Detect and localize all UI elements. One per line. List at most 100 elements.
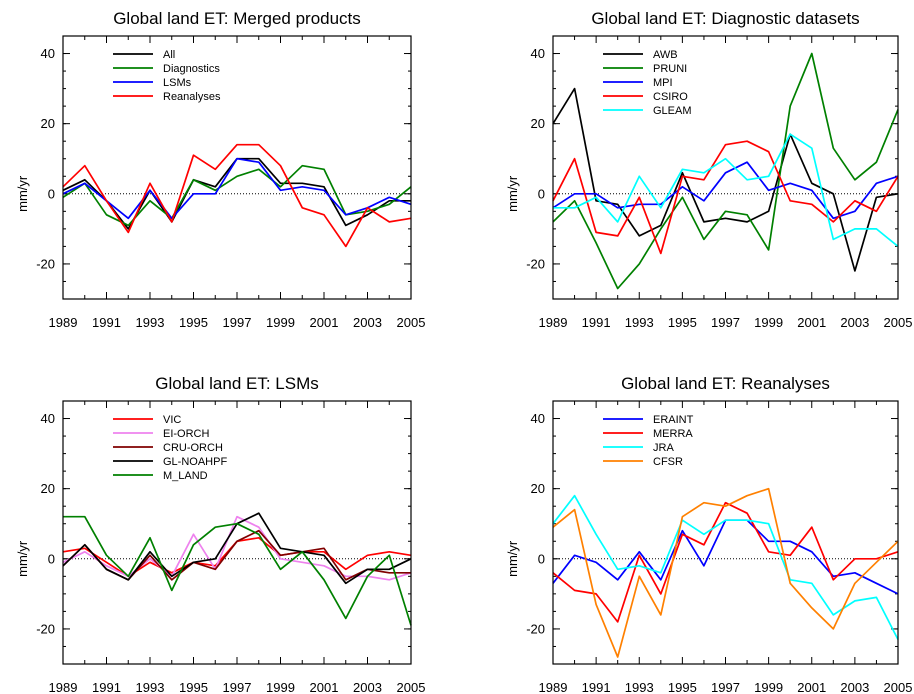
x-tick-label: 1991 — [582, 680, 611, 694]
x-tick-label: 1999 — [754, 680, 783, 694]
x-tick-label: 1999 — [754, 315, 783, 330]
plot-frame — [62, 400, 412, 665]
x-tick-label: 1999 — [266, 315, 295, 330]
legend-label: ERAINT — [653, 414, 694, 426]
y-tick-label: 40 — [41, 46, 55, 61]
legend-label: VIC — [163, 414, 181, 426]
y-tick-label: 40 — [531, 46, 545, 61]
y-tick-label: -20 — [526, 621, 545, 636]
x-tick-label: 1995 — [668, 680, 697, 694]
legend-label: Reanalyses — [163, 91, 221, 103]
y-axis-label: mm/yr — [505, 540, 520, 577]
x-tick-label: 1997 — [223, 315, 252, 330]
legend-label: M_LAND — [163, 470, 208, 482]
plot-frame — [552, 35, 899, 300]
chart-panel-4: Global land ET: Reanalyses mm/yr 40 20 0 -20 1… — [505, 374, 912, 694]
legend-label: MPI — [653, 77, 673, 89]
y-axis-label: mm/yr — [15, 540, 30, 577]
y-tick-label: 0 — [48, 186, 55, 201]
x-tick-label: 2003 — [353, 315, 382, 330]
x-tick-label: 1995 — [179, 315, 208, 330]
legend: All Diagnostics LSMs Reanalyses — [113, 49, 221, 103]
y-tick-label: 20 — [41, 116, 55, 131]
x-tick-label: 1995 — [179, 680, 208, 694]
chart-title: Global land ET: LSMs — [155, 374, 318, 393]
series-line-m-land — [63, 515, 412, 626]
series-line-pruni — [552, 52, 899, 290]
x-tick-label: 2005 — [884, 680, 913, 694]
x-tick-label: 1993 — [625, 315, 654, 330]
x-tick-label: 2001 — [797, 315, 826, 330]
y-tick-label: 40 — [41, 411, 55, 426]
x-tick-label: 1997 — [711, 680, 740, 694]
legend-label: CFSR — [653, 456, 683, 468]
legend-label: MERRA — [653, 428, 693, 440]
legend-label: CRU-ORCH — [163, 442, 223, 454]
y-tick-label: 40 — [531, 411, 545, 426]
legend-label: Diagnostics — [163, 63, 220, 75]
plot-frame — [552, 400, 899, 665]
x-tick-label: 1999 — [266, 680, 295, 694]
x-tick-label: 1993 — [136, 680, 165, 694]
series-line-merra — [552, 501, 899, 623]
x-tick-label: 1991 — [92, 315, 121, 330]
legend: AWB PRUNI MPI CSIRO GLEAM — [603, 49, 692, 117]
y-axis-label: mm/yr — [505, 175, 520, 212]
x-tick-label: 2001 — [797, 680, 826, 694]
x-tick-label: 2005 — [884, 315, 913, 330]
series-line-awb — [552, 87, 899, 272]
y-tick-label: 0 — [538, 551, 545, 566]
x-tick-label: 2001 — [310, 680, 339, 694]
series-line-gleam — [553, 133, 899, 248]
y-tick-label: 20 — [41, 481, 55, 496]
x-tick-label: 2003 — [840, 315, 869, 330]
x-tick-label: 2005 — [397, 680, 426, 694]
chart-panel-3: Global land ET: LSMs mm/yr 40 20 0 -20 1989 199… — [15, 374, 425, 694]
y-tick-label: 20 — [531, 116, 545, 131]
legend-label: AWB — [653, 49, 678, 61]
legend-label: CSIRO — [653, 91, 688, 103]
series-line-reanalyses — [62, 143, 412, 248]
series-line-diagnostics — [62, 164, 412, 227]
legend-label: EI-ORCH — [163, 428, 210, 440]
series-line-lsms — [62, 157, 412, 220]
chart-title: Global land ET: Diagnostic datasets — [591, 9, 859, 28]
y-tick-label: 20 — [531, 481, 545, 496]
legend: VIC EI-ORCH CRU-ORCH GL-NOAHPF M_LAND — [113, 414, 227, 482]
x-tick-label: 1997 — [223, 680, 252, 694]
x-tick-label: 2001 — [310, 315, 339, 330]
x-tick-label: 2003 — [353, 680, 382, 694]
x-tick-label: 1991 — [92, 680, 121, 694]
y-tick-label: -20 — [36, 256, 55, 271]
x-tick-label: 1995 — [668, 315, 697, 330]
series-line-cfsr — [552, 487, 899, 658]
x-tick-label: 1989 — [539, 315, 568, 330]
y-tick-label: -20 — [36, 621, 55, 636]
x-tick-label: 1989 — [49, 680, 78, 694]
plot-frame — [62, 35, 412, 300]
legend-label: JRA — [653, 442, 674, 454]
legend-label: LSMs — [163, 77, 192, 89]
x-tick-label: 1993 — [625, 680, 654, 694]
y-tick-label: 0 — [48, 551, 55, 566]
x-tick-label: 1989 — [49, 315, 78, 330]
y-tick-label: -20 — [526, 256, 545, 271]
series-line-cru-orch — [62, 529, 411, 581]
x-tick-label: 1993 — [136, 315, 165, 330]
series-line-eraint — [552, 519, 899, 595]
x-tick-label: 1991 — [582, 315, 611, 330]
x-tick-label: 1997 — [711, 315, 740, 330]
legend-label: GL-NOAHPF — [163, 456, 227, 468]
series-line-jra — [552, 494, 899, 640]
x-tick-label: 1989 — [539, 680, 568, 694]
legend-label: GLEAM — [653, 105, 692, 117]
legend-label: PRUNI — [653, 63, 687, 75]
series-line-csiro — [552, 140, 899, 255]
x-tick-label: 2003 — [840, 680, 869, 694]
y-axis-label: mm/yr — [15, 175, 30, 212]
chart-title: Global land ET: Merged products — [113, 9, 361, 28]
chart-panel-1: Global land ET: Merged products mm/yr 40 20… — [15, 9, 425, 330]
legend-label: All — [163, 49, 175, 61]
x-tick-label: 2005 — [397, 315, 426, 330]
